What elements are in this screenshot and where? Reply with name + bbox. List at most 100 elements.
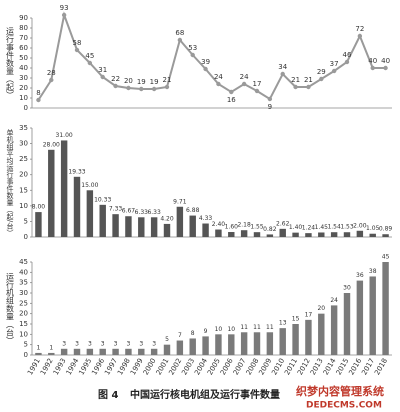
data-label: 8 [36, 89, 40, 97]
y-tick-label: 5 [24, 341, 28, 349]
data-label: 2.18 [237, 222, 251, 229]
watermark: DEDECMS.COM [306, 401, 382, 411]
y-tick-label: 35 [19, 279, 28, 287]
y-axis-title: 运行事件数量（起） [6, 27, 15, 99]
data-label: 1.05 [366, 225, 380, 232]
bar [125, 216, 132, 237]
point [280, 71, 285, 77]
bar [330, 232, 338, 237]
data-label: 17 [305, 311, 313, 318]
data-label: 10 [227, 326, 235, 333]
point [254, 88, 260, 94]
point [126, 85, 131, 91]
bar [112, 348, 119, 355]
bar [99, 348, 106, 355]
bar [99, 204, 106, 237]
data-label: 2.00 [353, 222, 367, 229]
y-tick-label: 35 [19, 124, 28, 132]
point [177, 37, 183, 43]
y-tick-label: 50 [19, 54, 28, 62]
point [87, 60, 93, 66]
y-tick-label: 40 [19, 268, 28, 276]
data-label: 11 [253, 324, 261, 331]
bar [86, 348, 94, 355]
y-tick-label: 30 [19, 74, 28, 82]
data-label: 0.82 [263, 226, 277, 233]
bar [189, 215, 196, 237]
point [241, 81, 247, 87]
data-label: 6.88 [186, 207, 200, 214]
y-tick-label: 60 [19, 44, 28, 52]
point [151, 86, 157, 92]
data-label: 1 [49, 344, 53, 351]
data-label: 24 [240, 73, 249, 81]
data-label: 2.40 [212, 221, 226, 228]
point [216, 81, 221, 87]
bar [163, 223, 171, 237]
y-tick-label: 20 [19, 171, 28, 179]
bar [279, 328, 286, 355]
data-label: 21 [163, 76, 172, 84]
point [306, 84, 311, 90]
bar [86, 190, 94, 237]
bar [60, 140, 68, 237]
point [203, 66, 208, 72]
data-label: 72 [355, 25, 364, 33]
data-label: 21 [291, 76, 300, 84]
data-label: 2.62 [276, 220, 290, 227]
bar [138, 217, 145, 237]
bar [202, 336, 209, 355]
data-label: 6.33 [135, 209, 149, 216]
data-label: 45 [85, 52, 94, 60]
data-label: 34 [278, 63, 287, 71]
data-label: 3 [139, 340, 143, 347]
bar [138, 348, 145, 355]
data-label: 93 [60, 4, 69, 12]
bar [369, 233, 376, 237]
data-label: 1.60 [225, 224, 239, 231]
bar [330, 305, 338, 355]
y-tick-label: 80 [19, 24, 28, 32]
data-label: 1.55 [250, 224, 264, 231]
caption-number: 图 4 [98, 389, 118, 401]
data-label: 28 [47, 69, 56, 77]
data-label: 7 [178, 332, 182, 339]
bar [318, 232, 325, 237]
point [113, 83, 118, 89]
data-label: 9 [268, 103, 272, 111]
bar [215, 229, 222, 237]
data-label: 3 [101, 340, 105, 347]
data-label: 10 [215, 326, 223, 333]
data-label: 45 [382, 254, 390, 261]
data-label: 15 [292, 316, 300, 323]
bar [73, 348, 81, 355]
data-label: 40 [381, 57, 390, 65]
bar [253, 332, 261, 355]
data-label: 19 [137, 78, 146, 86]
point [331, 68, 337, 74]
y-tick-label: 10 [19, 202, 28, 210]
point [267, 96, 273, 102]
data-label: 4.33 [199, 215, 213, 222]
point [319, 76, 324, 82]
bar [240, 332, 248, 355]
point [370, 65, 375, 71]
data-label: 46 [343, 51, 352, 59]
bar [292, 324, 299, 355]
bar [35, 352, 42, 355]
y-tick-label: 20 [19, 310, 28, 318]
point [383, 65, 388, 71]
bar [35, 212, 42, 237]
data-label: 20 [124, 77, 133, 85]
y-tick-label: 40 [19, 64, 28, 72]
y-tick-label: 0 [24, 104, 28, 112]
bar [343, 293, 351, 355]
y-tick-label: 0 [24, 351, 28, 359]
y-tick-label: 25 [19, 299, 28, 307]
bar [150, 348, 158, 355]
point [229, 89, 234, 95]
y-tick-label: 10 [19, 330, 28, 338]
data-label: 3 [62, 340, 66, 347]
data-label: 1 [37, 344, 41, 351]
data-label: 20 [317, 305, 325, 312]
